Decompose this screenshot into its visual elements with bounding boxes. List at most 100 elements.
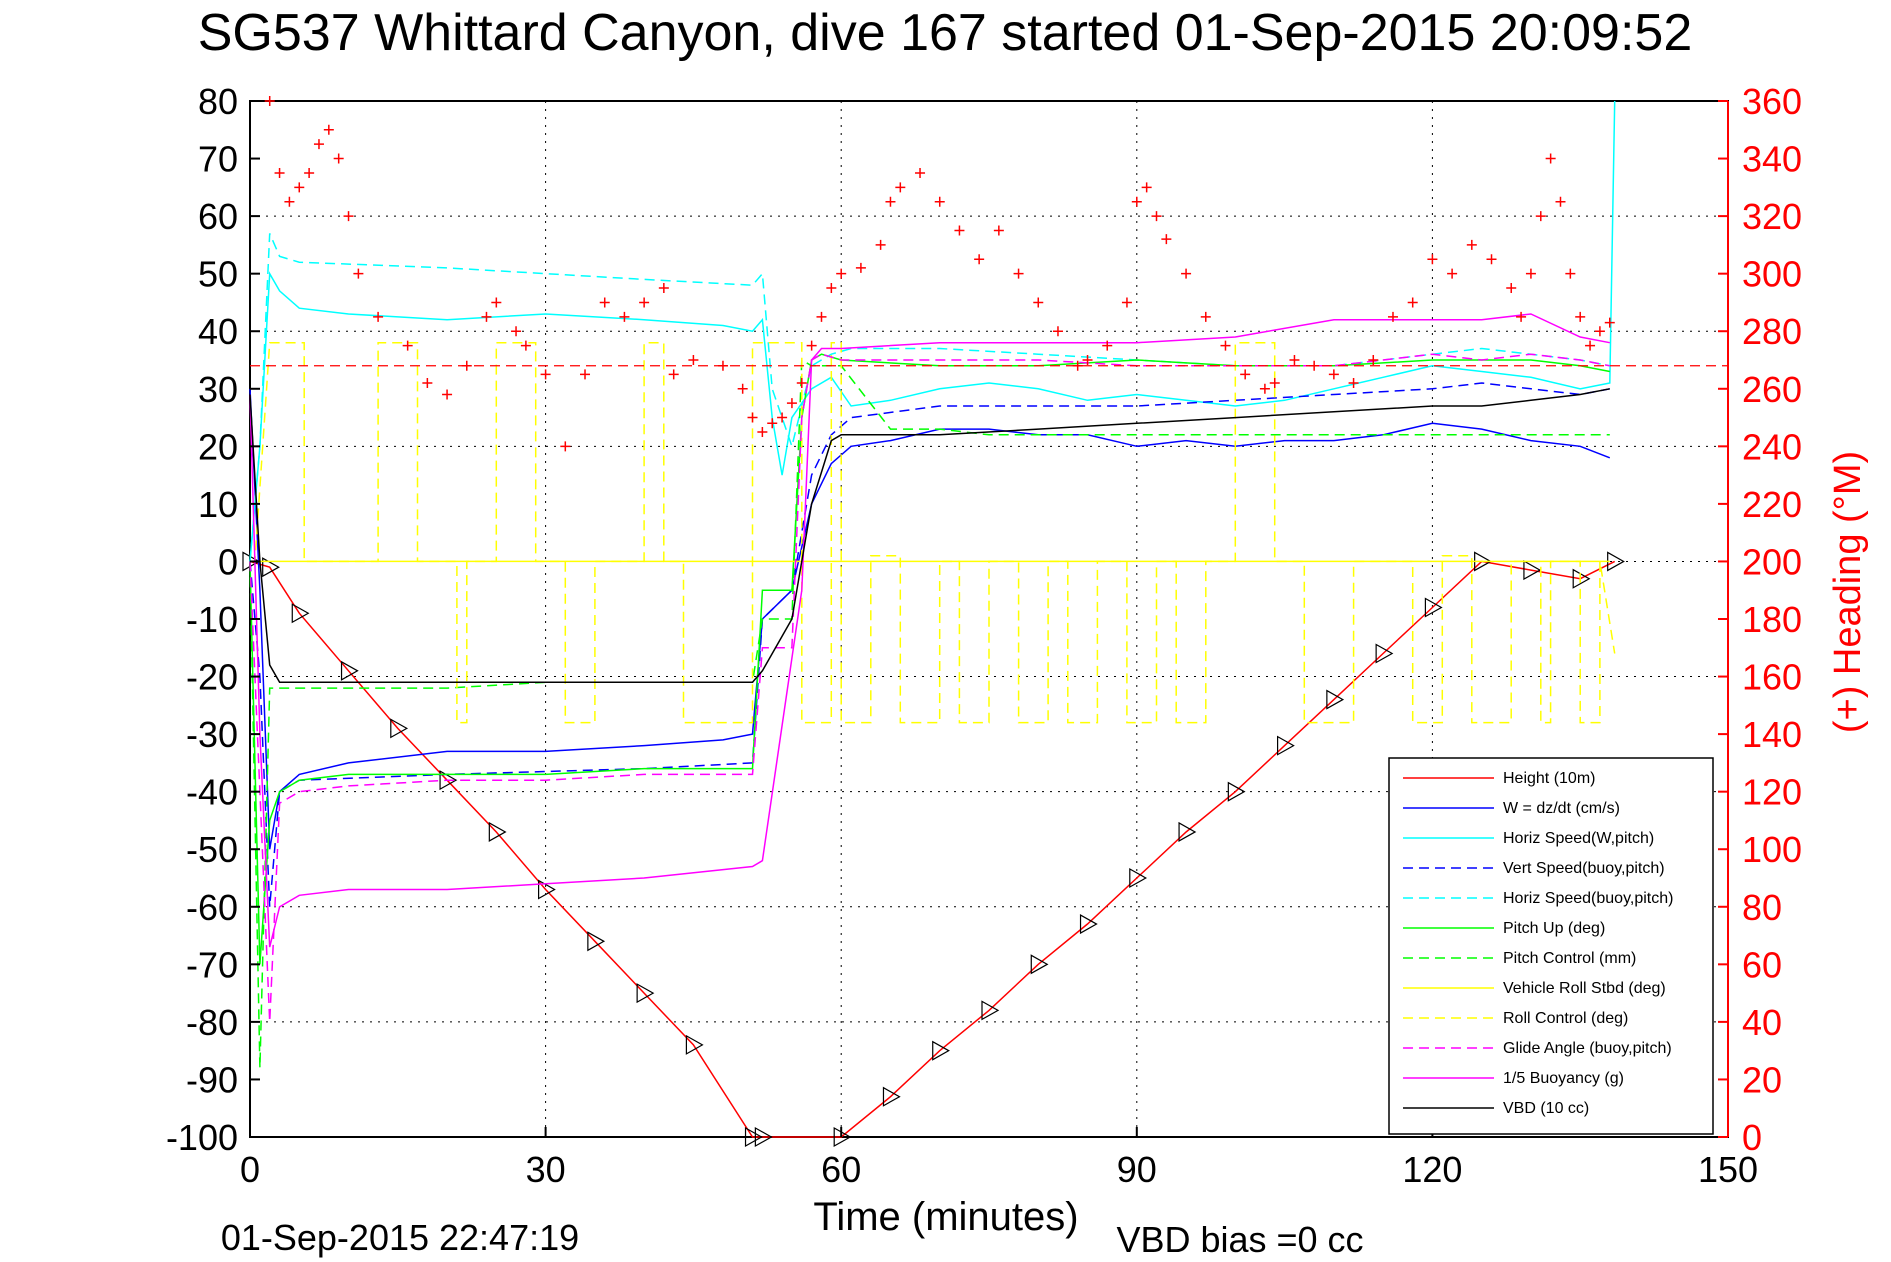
height-marker (1030, 954, 1049, 975)
heading-point (639, 297, 650, 308)
heading-point (1466, 239, 1477, 250)
y2-tick-label: 100 (1742, 829, 1802, 870)
y2-tick-label: 20 (1742, 1059, 1782, 1100)
x-axis-label: Time (minutes) (813, 1195, 1078, 1239)
heading-point (1052, 326, 1063, 337)
y-tick-label: -40 (186, 772, 238, 813)
y-tick-label: -70 (186, 944, 238, 985)
series-line-roll-control-deg (250, 341, 1616, 724)
x-tick-label: 0 (240, 1149, 260, 1190)
y-tick-label: 60 (198, 196, 238, 237)
heading-point (402, 340, 413, 351)
height-marker (685, 1034, 704, 1055)
heading-point (422, 378, 433, 389)
x-tick-label: 90 (1117, 1149, 1157, 1190)
heading-point (1525, 268, 1536, 279)
heading-point (333, 153, 344, 164)
height-marker (932, 1040, 950, 1061)
heading-point (954, 225, 965, 236)
heading-point (1181, 268, 1192, 279)
y2-tick-label: 160 (1742, 657, 1802, 698)
x-tick-label: 60 (821, 1149, 861, 1190)
heading-point (1200, 311, 1211, 322)
height-marker (1276, 735, 1295, 756)
y2-tick-label: 220 (1742, 484, 1802, 525)
heading-point (284, 196, 295, 207)
heading-point (885, 196, 896, 207)
height-marker (488, 821, 507, 842)
heading-point (915, 167, 926, 178)
heading-point (658, 283, 669, 294)
legend-label: Vehicle Roll Stbd (deg) (1503, 980, 1666, 997)
y-tick-label: -60 (186, 887, 238, 928)
heading-point (786, 398, 797, 409)
right-axis-label: (+) Heading (°M) (1827, 451, 1869, 733)
heading-point (895, 182, 906, 193)
heading-point (1387, 311, 1398, 322)
heading-point (806, 340, 817, 351)
x-tick-label: 30 (526, 1149, 566, 1190)
heading-point (1565, 268, 1576, 279)
heading-point (747, 412, 758, 423)
heading-point (974, 254, 985, 265)
height-marker (1375, 643, 1394, 664)
heading-point (875, 239, 886, 250)
heading-point (1102, 340, 1113, 351)
legend-label: Pitch Control (mm) (1503, 950, 1636, 967)
heading-point (1259, 383, 1270, 394)
heading-point (1131, 196, 1142, 207)
legend-label: Glide Angle (buoy,pitch) (1503, 1040, 1672, 1057)
heading-point (836, 268, 847, 279)
height-marker (1079, 914, 1098, 935)
heading-point (1555, 196, 1566, 207)
heading-point (491, 297, 502, 308)
legend-label: Horiz Speed(W,pitch) (1503, 830, 1654, 847)
y-tick-label: 30 (198, 369, 238, 410)
height-marker (1523, 560, 1542, 581)
y2-tick-label: 0 (1742, 1117, 1762, 1158)
y-tick-label: -80 (186, 1002, 238, 1043)
heading-point (757, 426, 768, 437)
heading-point (1585, 340, 1596, 351)
height-marker (882, 1086, 901, 1107)
series-line-w-dz-dt-cm-s (249, 388, 1611, 850)
y2-tick-label: 200 (1742, 541, 1802, 582)
heading-point (993, 225, 1004, 236)
height-marker (1129, 867, 1148, 889)
y2-tick-label: 180 (1742, 599, 1802, 640)
y-tick-label: 80 (198, 81, 238, 122)
heading-point (1594, 326, 1605, 337)
y-tick-label: 40 (198, 311, 238, 352)
height-marker (1326, 689, 1345, 710)
y2-tick-label: 80 (1742, 887, 1782, 928)
series-line-horiz-speed-buoy-pitch (249, 233, 1610, 562)
heading-point (1427, 254, 1438, 265)
y-tick-label: -10 (186, 599, 238, 640)
legend-label: Horiz Speed(buoy,pitch) (1503, 890, 1673, 907)
heading-point (1161, 234, 1172, 245)
heading-point (668, 369, 679, 380)
legend-label: Roll Control (deg) (1503, 1010, 1628, 1027)
height-marker (981, 1000, 1000, 1021)
legend-label: 1/5 Buoyancy (g) (1503, 1070, 1624, 1087)
series-line-height-10m (249, 560, 1616, 1138)
x-tick-label: 150 (1698, 1149, 1758, 1190)
heading-point (481, 311, 492, 322)
legend-label: Pitch Up (deg) (1503, 920, 1605, 937)
heading-point (323, 124, 334, 135)
heading-point (1328, 369, 1339, 380)
y-tick-label: -20 (186, 657, 238, 698)
series-line-horiz-speed-w-pitch (249, 100, 1616, 562)
y2-tick-label: 300 (1742, 254, 1802, 295)
height-marker (439, 770, 458, 791)
heading-point (560, 441, 571, 452)
y-tick-label: -90 (186, 1059, 238, 1100)
heading-point (1289, 355, 1300, 365)
height-marker (390, 718, 409, 739)
heading-point (1516, 311, 1527, 322)
y2-tick-label: 60 (1742, 944, 1782, 985)
heading-point (1121, 297, 1132, 308)
y-tick-label: 70 (198, 139, 238, 180)
heading-point (343, 211, 354, 222)
y2-tick-label: 360 (1742, 81, 1802, 122)
